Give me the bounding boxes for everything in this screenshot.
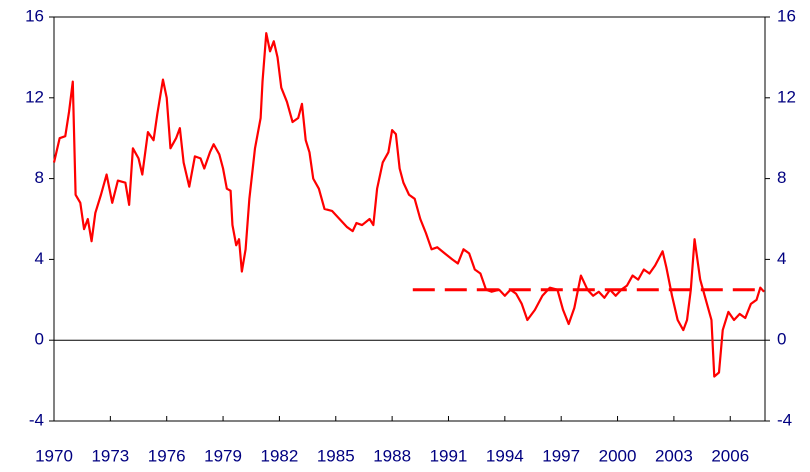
y-tick-label: 16 [25, 6, 44, 25]
y2-tick-label: 12 [777, 87, 796, 106]
y-tick-label: 8 [35, 168, 44, 187]
y-tick-label: 12 [25, 87, 44, 106]
x-tick-label: 1979 [204, 446, 242, 465]
y-tick-label: 4 [35, 249, 44, 268]
y2-tick-label: -4 [777, 410, 792, 429]
x-tick-label: 2006 [711, 446, 749, 465]
x-tick-label: 1988 [373, 446, 411, 465]
y-tick-label: -4 [29, 410, 44, 429]
x-tick-label: 1994 [486, 446, 524, 465]
x-tick-label: 1976 [148, 446, 186, 465]
y2-tick-label: 8 [777, 168, 786, 187]
y2-tick-label: 16 [777, 6, 796, 25]
y-tick-label: 0 [35, 330, 44, 349]
x-tick-label: 1970 [35, 446, 73, 465]
x-tick-label: 2000 [599, 446, 637, 465]
x-tick-label: 1997 [542, 446, 580, 465]
data-line [52, 32, 765, 378]
x-tick-label: 1991 [430, 446, 468, 465]
y2-tick-label: 0 [777, 330, 786, 349]
plot-frame [53, 16, 766, 422]
x-tick-label: 1985 [317, 446, 355, 465]
x-tick-label: 1973 [91, 446, 129, 465]
x-tick-label: 2003 [655, 446, 693, 465]
y2-tick-label: 4 [777, 249, 786, 268]
x-tick-label: 1982 [261, 446, 299, 465]
